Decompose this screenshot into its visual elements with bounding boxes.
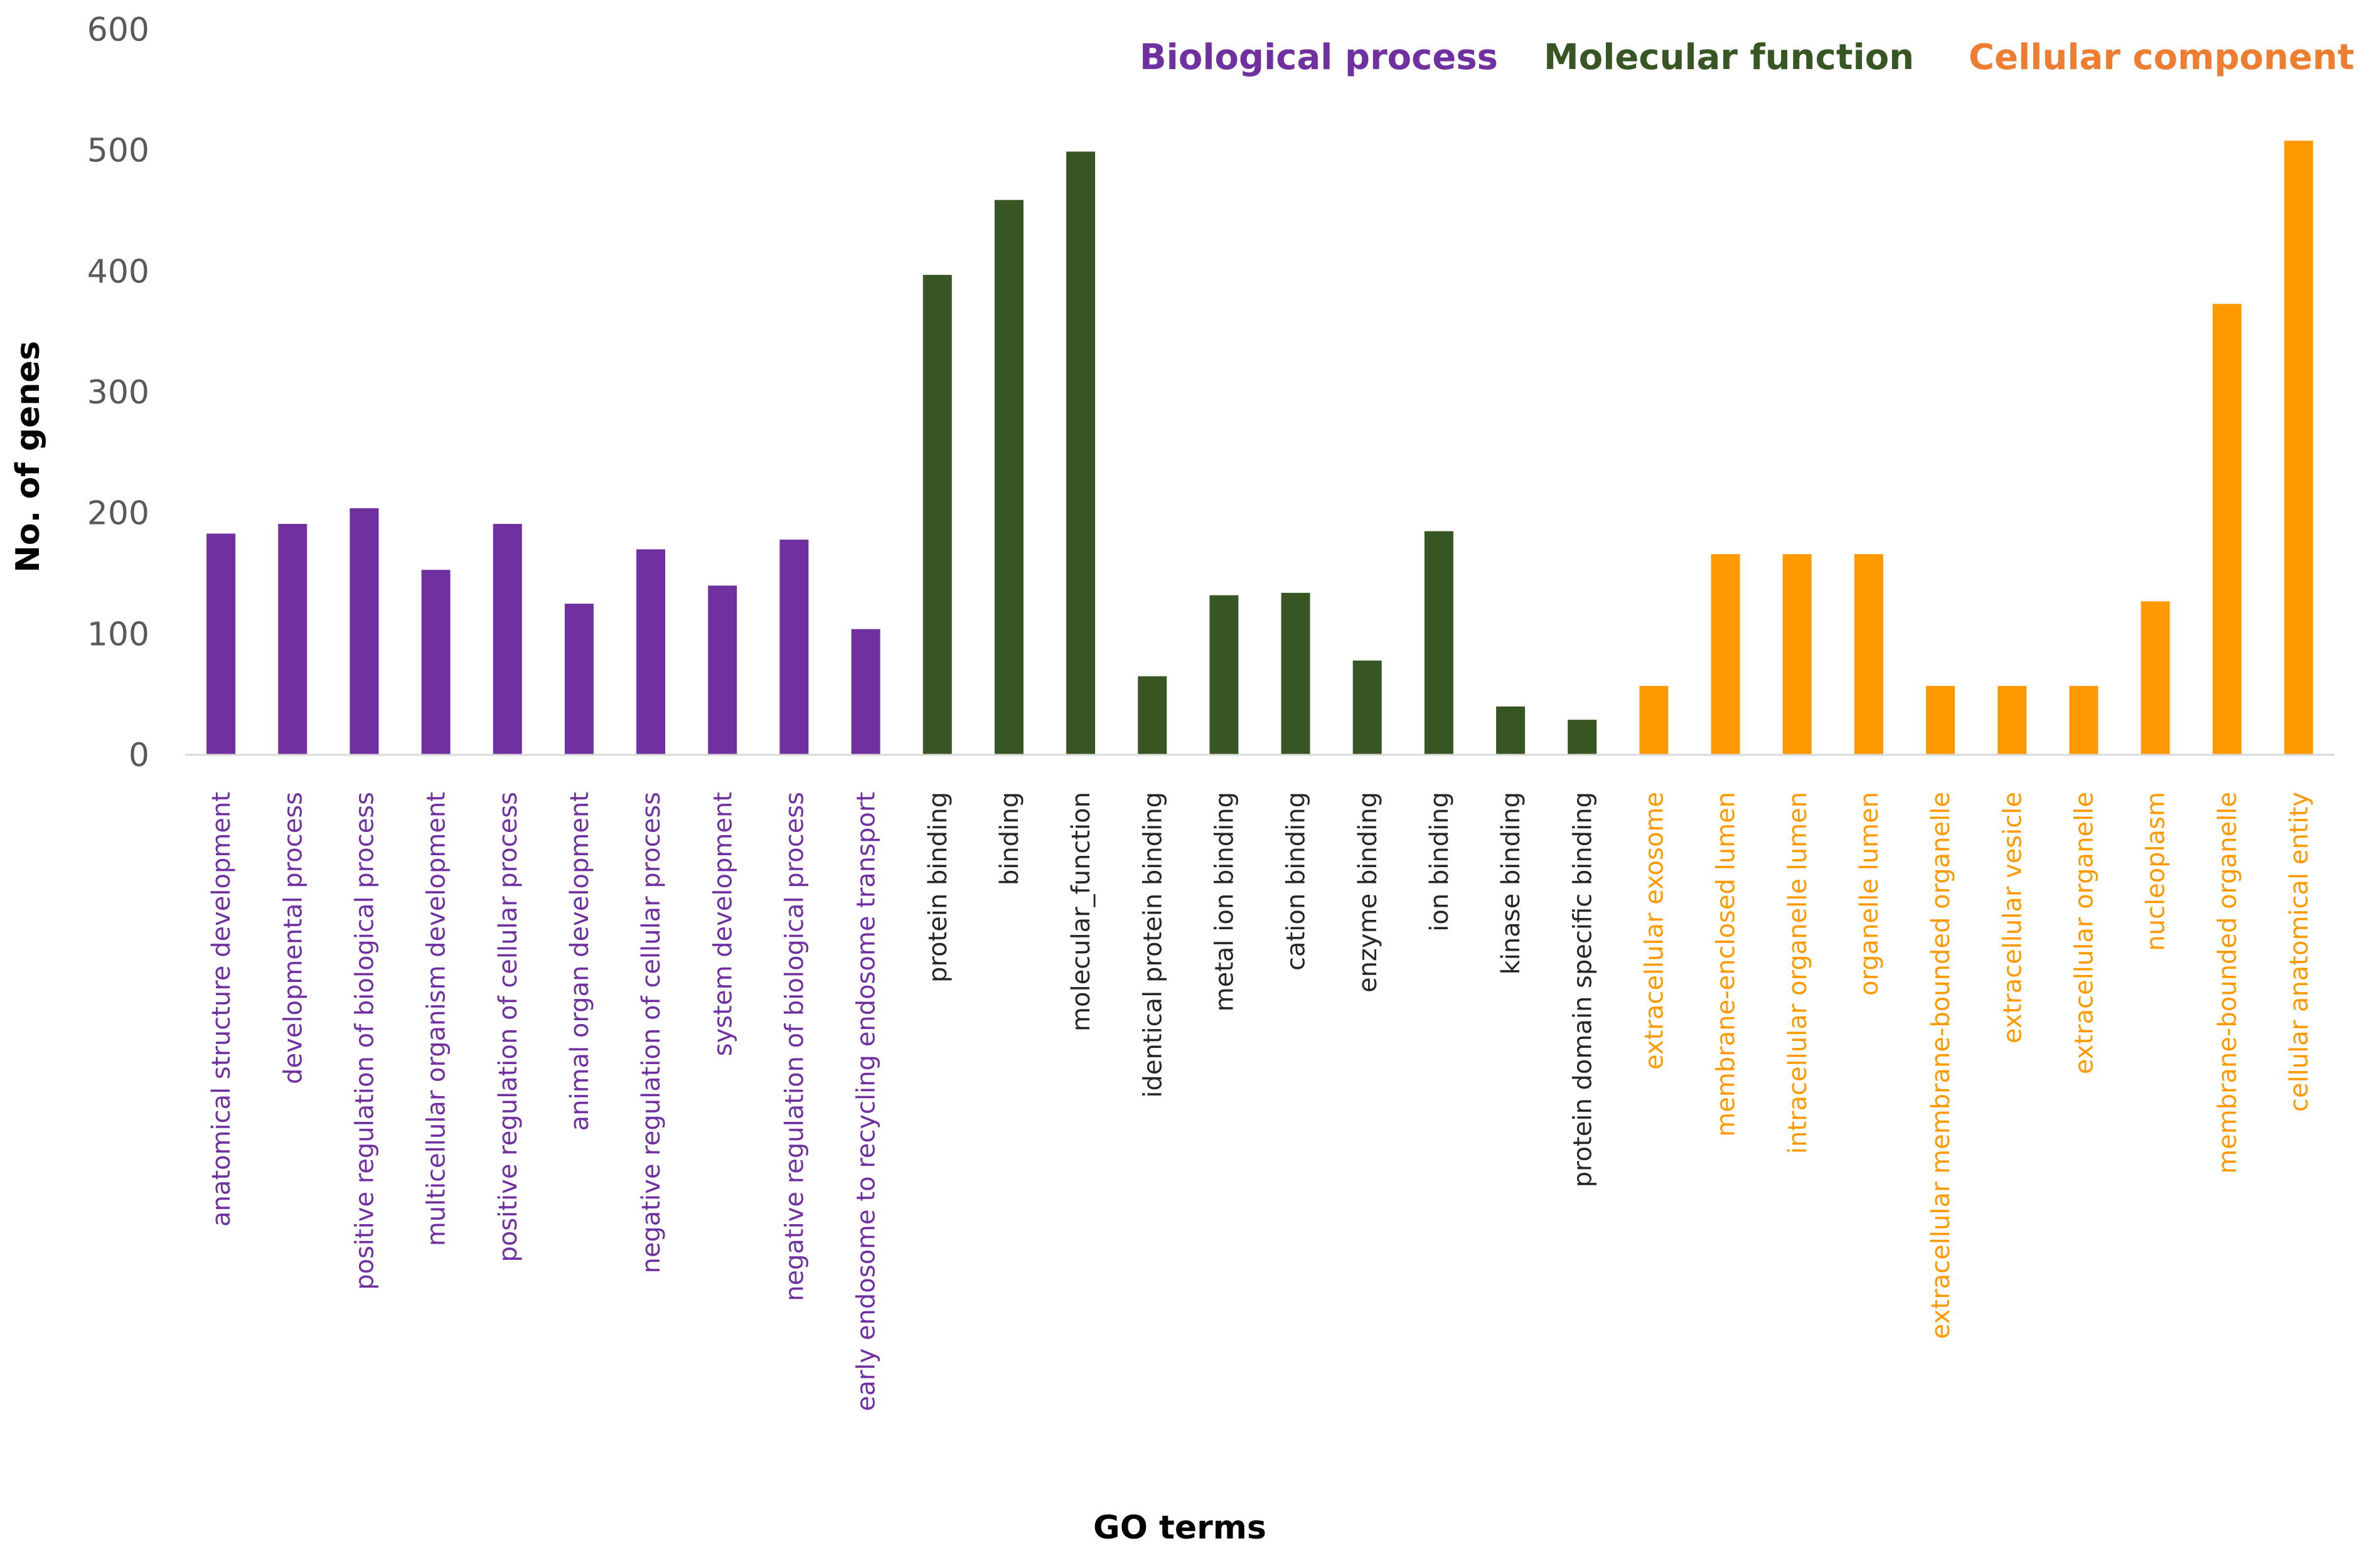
bar [350, 508, 379, 755]
category-label: molecular_function [1067, 792, 1096, 1032]
bar [1138, 676, 1167, 755]
category-label: cellular anatomical entity [2285, 792, 2314, 1112]
category-label: negative regulation of cellular process [637, 792, 666, 1273]
bar [1281, 592, 1310, 755]
bar [1854, 554, 1883, 755]
legend-label: Biological process [1140, 37, 1498, 78]
category-label: nucleoplasm [2142, 792, 2171, 951]
category-label: extracellular membrane-bounded organelle [1927, 792, 1955, 1339]
bar [564, 604, 594, 755]
y-tick-label: 300 [87, 374, 149, 412]
y-axis-ticks: 0 100 200 300 400 500 600 [87, 11, 149, 774]
y-tick-label: 0 [129, 737, 149, 774]
y-tick-label: 400 [87, 253, 149, 291]
bar [2141, 601, 2170, 755]
bar [1424, 531, 1453, 755]
category-label: metal ion binding [1210, 792, 1239, 1011]
y-tick-label: 600 [87, 11, 149, 49]
category-label: animal organ development [565, 792, 594, 1131]
bar [922, 275, 952, 755]
category-label: ion binding [1425, 792, 1454, 932]
bar [994, 200, 1024, 755]
bar [1711, 554, 1740, 755]
category-label: membrane-bounded organelle [2213, 792, 2242, 1174]
legend-label: Molecular function [1544, 37, 1914, 78]
y-tick-label: 100 [87, 616, 149, 653]
category-label: protein domain specific binding [1568, 792, 1597, 1187]
bar [1568, 720, 1597, 755]
category-label: negative regulation of biological proces… [780, 792, 809, 1301]
bar [1209, 595, 1239, 755]
bar [779, 540, 809, 755]
bar [708, 585, 737, 755]
category-label: system development [708, 792, 737, 1056]
category-label: multicellular organism development [422, 792, 451, 1246]
bar [1639, 686, 1669, 755]
bar [1926, 686, 1955, 755]
legend: Biological process Molecular function Cell… [1140, 37, 2355, 78]
category-label: positive regulation of cellular process [494, 792, 523, 1262]
y-tick-label: 500 [87, 132, 149, 170]
bar [2284, 141, 2313, 755]
category-label: protein binding [924, 792, 953, 983]
category-label: membrane-enclosed lumen [1712, 792, 1741, 1137]
category-label: extracellular organelle [2070, 792, 2099, 1074]
y-tick-label: 200 [87, 495, 149, 533]
category-label: identical protein binding [1138, 792, 1167, 1098]
category-label: cation binding [1282, 792, 1311, 971]
category-label: extracellular vesicle [1998, 792, 2027, 1043]
bar [851, 629, 880, 755]
bar [1066, 151, 1096, 755]
category-label: kinase binding [1497, 792, 1526, 974]
category-label: anatomical structure development [207, 792, 236, 1227]
legend-label: Cellular component [1969, 37, 2355, 78]
bar [2212, 304, 2242, 755]
category-label: developmental process [279, 792, 307, 1084]
bar [1997, 686, 2027, 755]
y-axis-title: No. of genes [9, 341, 47, 572]
category-label: binding [995, 792, 1024, 885]
bar [206, 533, 236, 755]
bar [2069, 686, 2099, 755]
bar [1352, 660, 1382, 755]
bar [278, 524, 307, 755]
bar [636, 549, 666, 755]
category-label: enzyme binding [1354, 792, 1382, 993]
category-label: early endosome to recycling endosome tra… [852, 792, 881, 1411]
category-labels: anatomical structure development developm… [207, 792, 2314, 1411]
category-label: organelle lumen [1855, 792, 1884, 996]
bar [421, 570, 451, 755]
bars [206, 141, 2313, 755]
category-label: positive regulation of biological proces… [350, 792, 379, 1290]
bar [1782, 554, 1812, 755]
x-axis-title: GO terms [1093, 1509, 1266, 1547]
bar [493, 524, 522, 755]
category-label: extracellular exosome [1640, 792, 1669, 1070]
bar [1496, 706, 1526, 755]
category-label: intracellular organelle lumen [1783, 792, 1812, 1154]
